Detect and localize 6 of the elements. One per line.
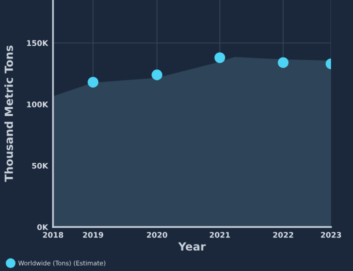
- y-axis-title: Thousand Metric Tons: [4, 46, 14, 182]
- point: [278, 57, 289, 68]
- point: [152, 69, 162, 80]
- point: [214, 52, 226, 64]
- point: [88, 76, 98, 88]
- x-axis-title: Year: [178, 242, 206, 251]
